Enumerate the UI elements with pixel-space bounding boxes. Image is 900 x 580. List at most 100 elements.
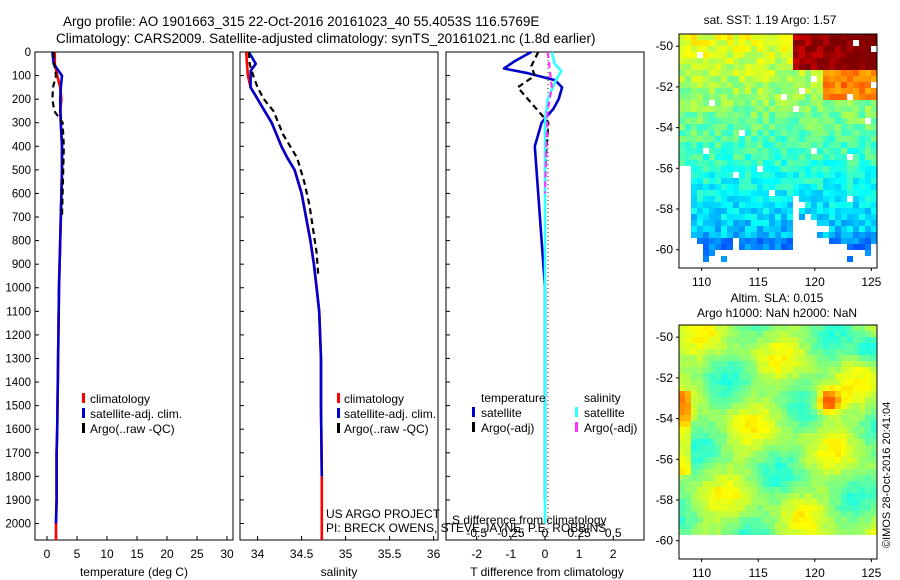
sst-cell bbox=[769, 166, 775, 172]
sla-cell bbox=[871, 451, 877, 457]
sst-cell bbox=[703, 130, 709, 136]
sla-cell bbox=[865, 361, 871, 367]
lon-tick-label: 120 bbox=[805, 566, 825, 580]
sla-cell bbox=[697, 391, 703, 397]
sst-cell bbox=[739, 46, 745, 52]
sst-cell bbox=[709, 244, 715, 250]
sla-cell bbox=[865, 373, 871, 379]
sst-cell bbox=[799, 40, 805, 46]
sst-cell bbox=[787, 208, 793, 214]
sla-cell bbox=[751, 499, 757, 505]
sla-cell bbox=[865, 481, 871, 487]
sla-cell bbox=[751, 391, 757, 397]
sst-cell bbox=[865, 100, 871, 106]
sst-cell bbox=[829, 64, 835, 70]
sla-cell bbox=[817, 445, 823, 451]
sst-cell bbox=[823, 124, 829, 130]
sst-cell bbox=[871, 226, 877, 232]
sla-cell bbox=[811, 337, 817, 343]
sla-cell bbox=[757, 475, 763, 481]
sst-cell bbox=[841, 118, 847, 124]
sst-cell bbox=[793, 148, 799, 154]
sla-cell bbox=[679, 517, 685, 523]
sst-cell bbox=[799, 190, 805, 196]
sla-cell bbox=[685, 355, 691, 361]
legend-heading-temperature: temperature bbox=[481, 391, 546, 405]
sla-cell bbox=[817, 337, 823, 343]
sla-cell bbox=[727, 469, 733, 475]
sst-cell bbox=[757, 226, 763, 232]
sst-cell bbox=[769, 82, 775, 88]
sla-cell bbox=[781, 433, 787, 439]
sla-cell bbox=[709, 379, 715, 385]
sst-cell bbox=[781, 64, 787, 70]
sst-cell bbox=[847, 256, 853, 262]
sla-cell bbox=[823, 343, 829, 349]
sla-cell bbox=[685, 397, 691, 403]
sla-cell bbox=[685, 361, 691, 367]
sla-cell bbox=[871, 331, 877, 337]
sst-cell bbox=[751, 154, 757, 160]
sla-cell bbox=[811, 343, 817, 349]
sst-cell bbox=[757, 112, 763, 118]
sla-cell bbox=[703, 511, 709, 517]
sla-cell bbox=[871, 445, 877, 451]
sla-cell bbox=[721, 367, 727, 373]
sla-cell bbox=[865, 445, 871, 451]
sst-cell bbox=[691, 76, 697, 82]
sst-cell bbox=[691, 232, 697, 238]
sst-cell bbox=[811, 208, 817, 214]
sla-cell bbox=[721, 373, 727, 379]
sst-cell bbox=[757, 106, 763, 112]
sst-cell bbox=[871, 40, 877, 46]
sst-cell bbox=[691, 160, 697, 166]
legend-swatch-temp-satellite bbox=[472, 407, 475, 417]
sst-cell bbox=[817, 130, 823, 136]
sla-cell bbox=[751, 463, 757, 469]
sst-cell bbox=[757, 214, 763, 220]
sst-map-frame bbox=[678, 33, 878, 269]
sst-cell bbox=[709, 154, 715, 160]
sla-cell bbox=[679, 391, 685, 397]
sst-cell bbox=[739, 124, 745, 130]
sla-cell bbox=[763, 385, 769, 391]
sla-cell bbox=[679, 481, 685, 487]
sla-cell bbox=[775, 337, 781, 343]
sst-cell bbox=[823, 52, 829, 58]
sst-cell bbox=[763, 94, 769, 100]
sla-cell bbox=[739, 481, 745, 487]
sst-cell bbox=[775, 130, 781, 136]
sla-cell bbox=[859, 391, 865, 397]
sla-cell bbox=[811, 373, 817, 379]
sst-cell bbox=[847, 46, 853, 52]
sst-cell bbox=[805, 88, 811, 94]
sla-cell bbox=[775, 427, 781, 433]
sla-cell bbox=[859, 361, 865, 367]
sla-cell bbox=[865, 505, 871, 511]
sla-cell bbox=[811, 379, 817, 385]
sla-cell bbox=[691, 469, 697, 475]
sst-cell bbox=[817, 232, 823, 238]
sla-cell bbox=[859, 343, 865, 349]
sla-cell bbox=[793, 361, 799, 367]
sla-cell bbox=[835, 499, 841, 505]
sst-cell bbox=[769, 184, 775, 190]
sla-cell bbox=[787, 391, 793, 397]
sla-cell bbox=[709, 415, 715, 421]
sst-cell bbox=[751, 232, 757, 238]
sst-cell bbox=[691, 118, 697, 124]
sla-cell bbox=[727, 409, 733, 415]
sla-cell bbox=[679, 511, 685, 517]
sst-cell bbox=[697, 220, 703, 226]
sla-cell bbox=[805, 361, 811, 367]
sst-cell bbox=[697, 136, 703, 142]
sst-cell bbox=[787, 238, 793, 244]
sla-cell bbox=[805, 379, 811, 385]
sla-cell bbox=[823, 397, 829, 403]
sst-cell bbox=[775, 34, 781, 40]
sla-cell bbox=[841, 427, 847, 433]
sla-cell bbox=[871, 325, 877, 331]
sst-cell bbox=[787, 40, 793, 46]
sla-cell bbox=[823, 499, 829, 505]
sst-cell bbox=[859, 46, 865, 52]
